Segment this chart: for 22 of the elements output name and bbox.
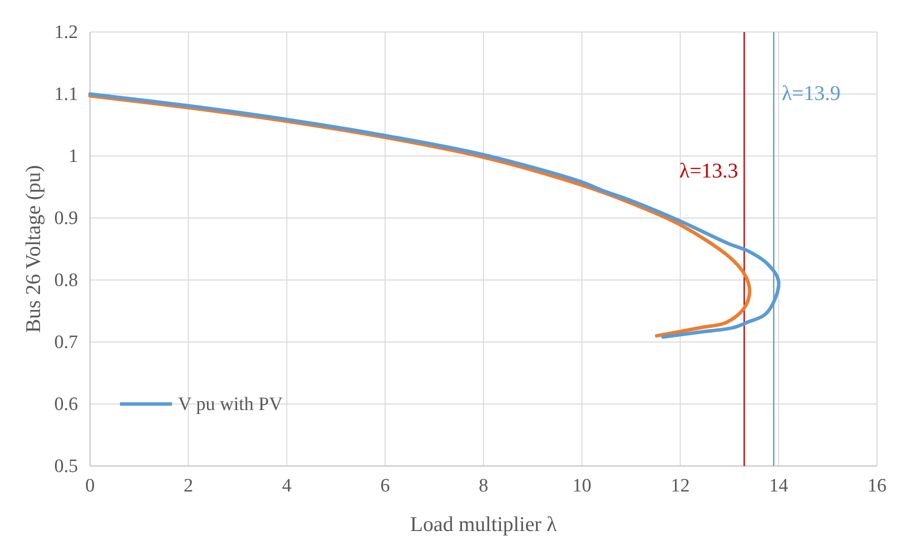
- y-tick-label: 1.2: [54, 22, 78, 44]
- x-tick-label: 4: [282, 475, 292, 496]
- x-tick-label: 2: [184, 475, 194, 496]
- x-tick-label: 12: [670, 475, 690, 496]
- ref-line-label: λ=13.9: [782, 81, 840, 106]
- x-tick-label: 0: [85, 475, 95, 496]
- y-tick-label: 1: [68, 146, 78, 168]
- x-tick-label: 10: [572, 475, 592, 496]
- y-axis-title: Bus 26 Voltage (pu): [21, 165, 45, 333]
- x-tick-label: 8: [478, 475, 488, 496]
- x-axis-title: Load multiplier λ: [410, 512, 558, 536]
- y-tick-label: 0.6: [54, 394, 78, 416]
- x-tick-label: 16: [868, 475, 886, 496]
- legend-label: V pu with PV: [178, 394, 283, 415]
- x-tick-label: 6: [380, 475, 390, 496]
- ref-line-label: λ=13.3: [679, 158, 738, 183]
- y-tick-label: 1.1: [54, 84, 78, 106]
- y-tick-label: 0.8: [54, 270, 78, 292]
- y-tick-label: 0.9: [54, 208, 78, 230]
- y-tick-label: 0.7: [54, 332, 78, 354]
- x-tick-label: 14: [769, 475, 789, 496]
- y-tick-label: 0.5: [54, 456, 78, 478]
